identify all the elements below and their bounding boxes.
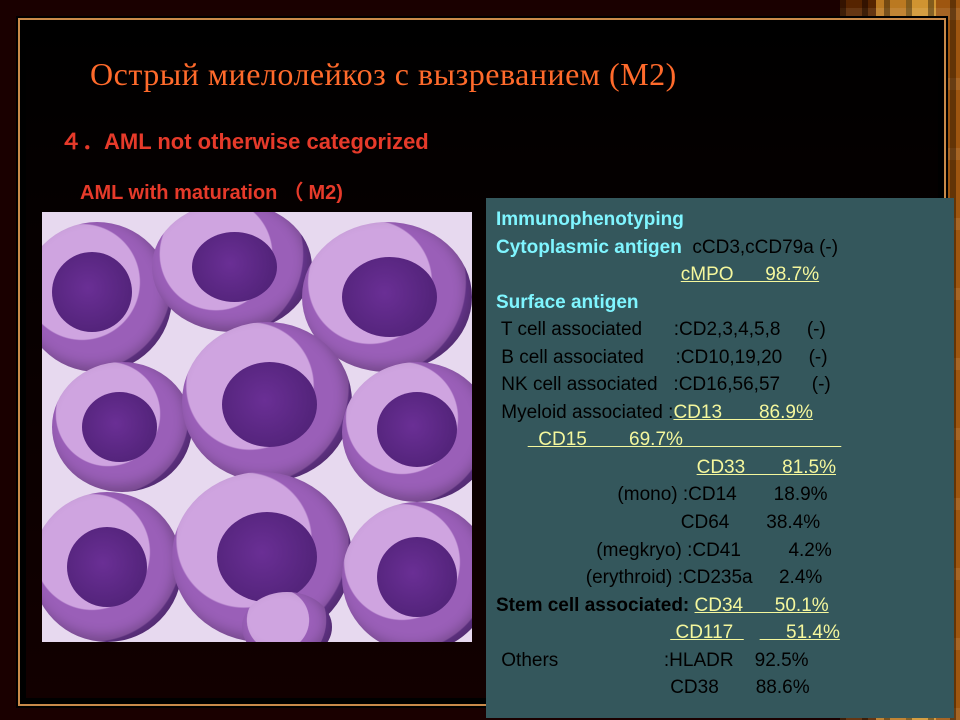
subtitle-2: AML with maturation （ M2) [80,176,343,205]
cd14-line: (mono) :CD14 18.9% [496,481,944,509]
slide-frame: Острый миелолейкоз с вызреванием (М2) ４．… [18,18,946,706]
slide-title: Острый миелолейкоз с вызреванием (М2) [90,56,677,93]
immunophenotyping-panel: Immunophenotyping Cytoplasmic antigen cC… [486,198,954,718]
cyto-line: Cytoplasmic antigen cCD3,cCD79a (-) [496,234,944,262]
cd15-line: CD15 69.7% [496,426,944,454]
cd41-line: (megkryo) :CD41 4.2% [496,537,944,565]
nkcell-line: NK cell associated :CD16,56,57 (-) [496,371,944,399]
bcell-line: B cell associated :CD10,19,20 (-) [496,344,944,372]
cd117-line: CD117 51.4% [496,619,944,647]
surface-heading: Surface antigen [496,289,944,317]
cd64-line: CD64 38.4% [496,509,944,537]
stem-line: Stem cell associated: CD34 50.1% [496,592,944,620]
cd38-line: CD38 88.6% [496,674,944,702]
slide-stage: Острый миелолейкоз с вызреванием (М2) ４．… [0,0,960,720]
others-line: Others :HLADR 92.5% [496,647,944,675]
microscopy-image [42,212,472,642]
cd33-line: CD33 81.5% [496,454,944,482]
tcell-line: T cell associated :CD2,3,4,5,8 (-) [496,316,944,344]
cd235a-line: (erythroid) :CD235a 2.4% [496,564,944,592]
subtitle-1: ４．AML not otherwise categorized [60,124,429,156]
cmpo-line: cMPO 98.7% [496,261,944,289]
myeloid-line: Myeloid associated :CD13 86.9% [496,399,944,427]
panel-heading: Immunophenotyping [496,206,944,234]
